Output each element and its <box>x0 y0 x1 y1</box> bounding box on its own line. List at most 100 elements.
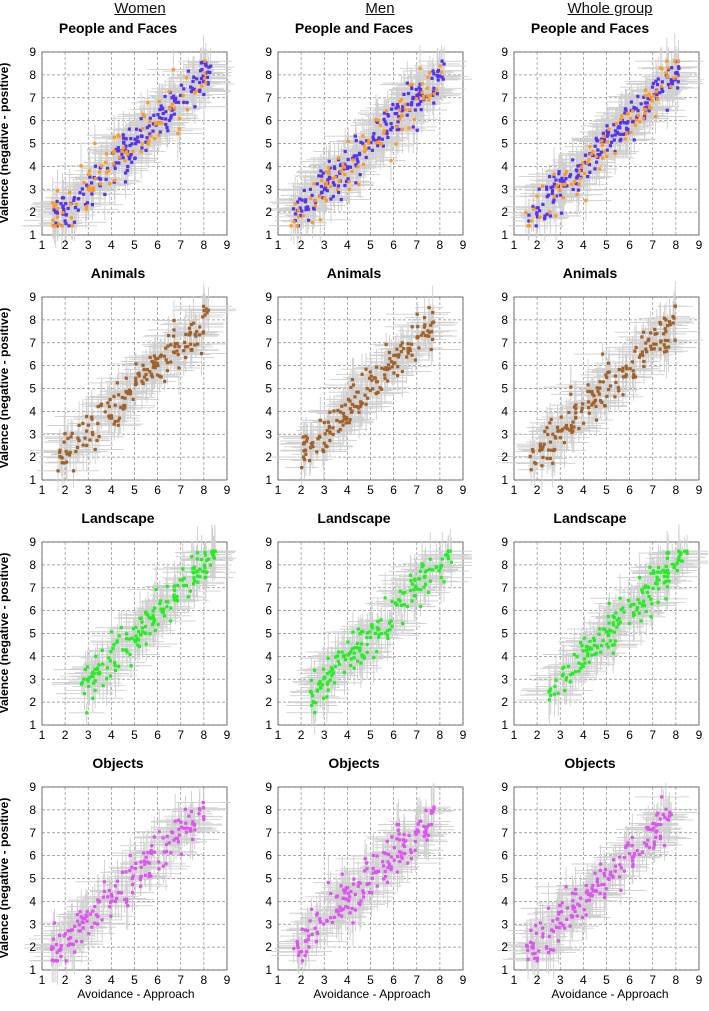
data-point <box>661 89 665 94</box>
data-point <box>415 93 419 98</box>
data-point <box>335 418 339 423</box>
data-point <box>161 111 165 116</box>
data-point <box>131 149 135 153</box>
data-point <box>436 78 440 82</box>
data-point <box>583 160 587 165</box>
data-point <box>198 575 202 579</box>
data-point <box>145 126 149 130</box>
data-point <box>93 679 97 683</box>
x-tick-label: 9 <box>224 728 231 742</box>
data-point <box>156 622 160 627</box>
data-point <box>90 415 94 419</box>
data-point <box>601 156 605 160</box>
scatter-plot: 1 2 3 4 5 6 7 8 9 1 2 3 4 5 6 7 8 9 <box>498 281 703 497</box>
data-point <box>633 349 637 353</box>
data-point <box>632 105 636 109</box>
data-point <box>116 423 120 427</box>
data-point <box>410 100 414 105</box>
data-point <box>137 645 142 649</box>
data-point <box>123 147 127 152</box>
data-point <box>133 137 137 141</box>
data-point <box>370 378 374 382</box>
data-point <box>60 224 64 228</box>
data-point <box>327 426 331 430</box>
data-point <box>192 576 196 580</box>
data-point <box>140 626 144 630</box>
data-point <box>649 347 654 351</box>
data-point <box>304 208 308 212</box>
x-tick-label: 6 <box>626 238 633 252</box>
data-point <box>191 79 195 84</box>
data-point <box>591 149 595 154</box>
data-point <box>196 342 200 346</box>
data-point <box>143 624 147 629</box>
data-point <box>113 403 117 407</box>
data-point <box>169 360 173 364</box>
data-point <box>534 224 538 228</box>
panel-title: People and Faces <box>530 20 650 36</box>
data-point <box>659 84 664 88</box>
data-point <box>124 648 128 652</box>
x-tick-label: 3 <box>557 238 564 252</box>
y-tick-label: 2 <box>29 695 36 709</box>
x-tick-label: 5 <box>131 483 138 497</box>
data-point <box>163 94 167 99</box>
data-point <box>304 198 308 202</box>
data-point <box>353 395 357 399</box>
data-point <box>138 128 143 132</box>
data-point <box>206 80 210 85</box>
data-point <box>152 137 157 141</box>
y-tick-label: 2 <box>265 205 272 219</box>
data-point <box>337 179 341 184</box>
data-point <box>590 403 594 407</box>
data-point <box>93 164 98 168</box>
data-point <box>139 117 143 121</box>
data-point <box>587 162 592 167</box>
y-tick-label: 6 <box>29 114 36 128</box>
x-tick-label: 2 <box>62 238 69 252</box>
data-point <box>131 627 135 631</box>
data-point <box>442 62 446 66</box>
panel-title: Landscape <box>317 510 391 526</box>
data-point <box>636 109 640 113</box>
data-point <box>150 375 155 379</box>
data-point <box>133 638 137 642</box>
data-point <box>104 177 108 181</box>
data-point <box>138 616 142 621</box>
data-point <box>364 402 368 406</box>
data-point <box>649 95 653 99</box>
data-point <box>556 429 561 433</box>
y-tick-label: 4 <box>29 404 36 418</box>
scatter-plot: 1 2 3 4 5 6 7 8 9 1 2 3 4 5 6 7 8 9 <box>29 283 236 497</box>
data-point <box>408 348 412 352</box>
data-point <box>141 381 145 386</box>
data-point <box>387 350 392 355</box>
data-point <box>390 125 394 130</box>
data-point <box>315 450 319 454</box>
data-point <box>206 70 210 74</box>
data-point <box>578 169 582 173</box>
data-point <box>409 342 414 346</box>
data-point <box>411 125 415 129</box>
data-point <box>617 389 621 393</box>
data-point <box>587 411 591 415</box>
data-point <box>574 168 579 172</box>
data-point <box>139 633 143 637</box>
data-point <box>82 692 87 696</box>
data-point <box>85 711 89 715</box>
data-point <box>605 375 609 380</box>
points <box>51 59 213 228</box>
data-point <box>148 116 152 120</box>
data-point <box>633 123 637 127</box>
data-point <box>96 405 100 409</box>
data-point <box>581 421 586 425</box>
data-point <box>422 316 427 320</box>
data-point <box>212 556 217 560</box>
data-point <box>186 595 191 599</box>
y-tick-label: 6 <box>29 604 36 618</box>
data-point <box>543 217 547 221</box>
x-tick-label: 8 <box>437 238 444 252</box>
data-point <box>618 121 623 125</box>
